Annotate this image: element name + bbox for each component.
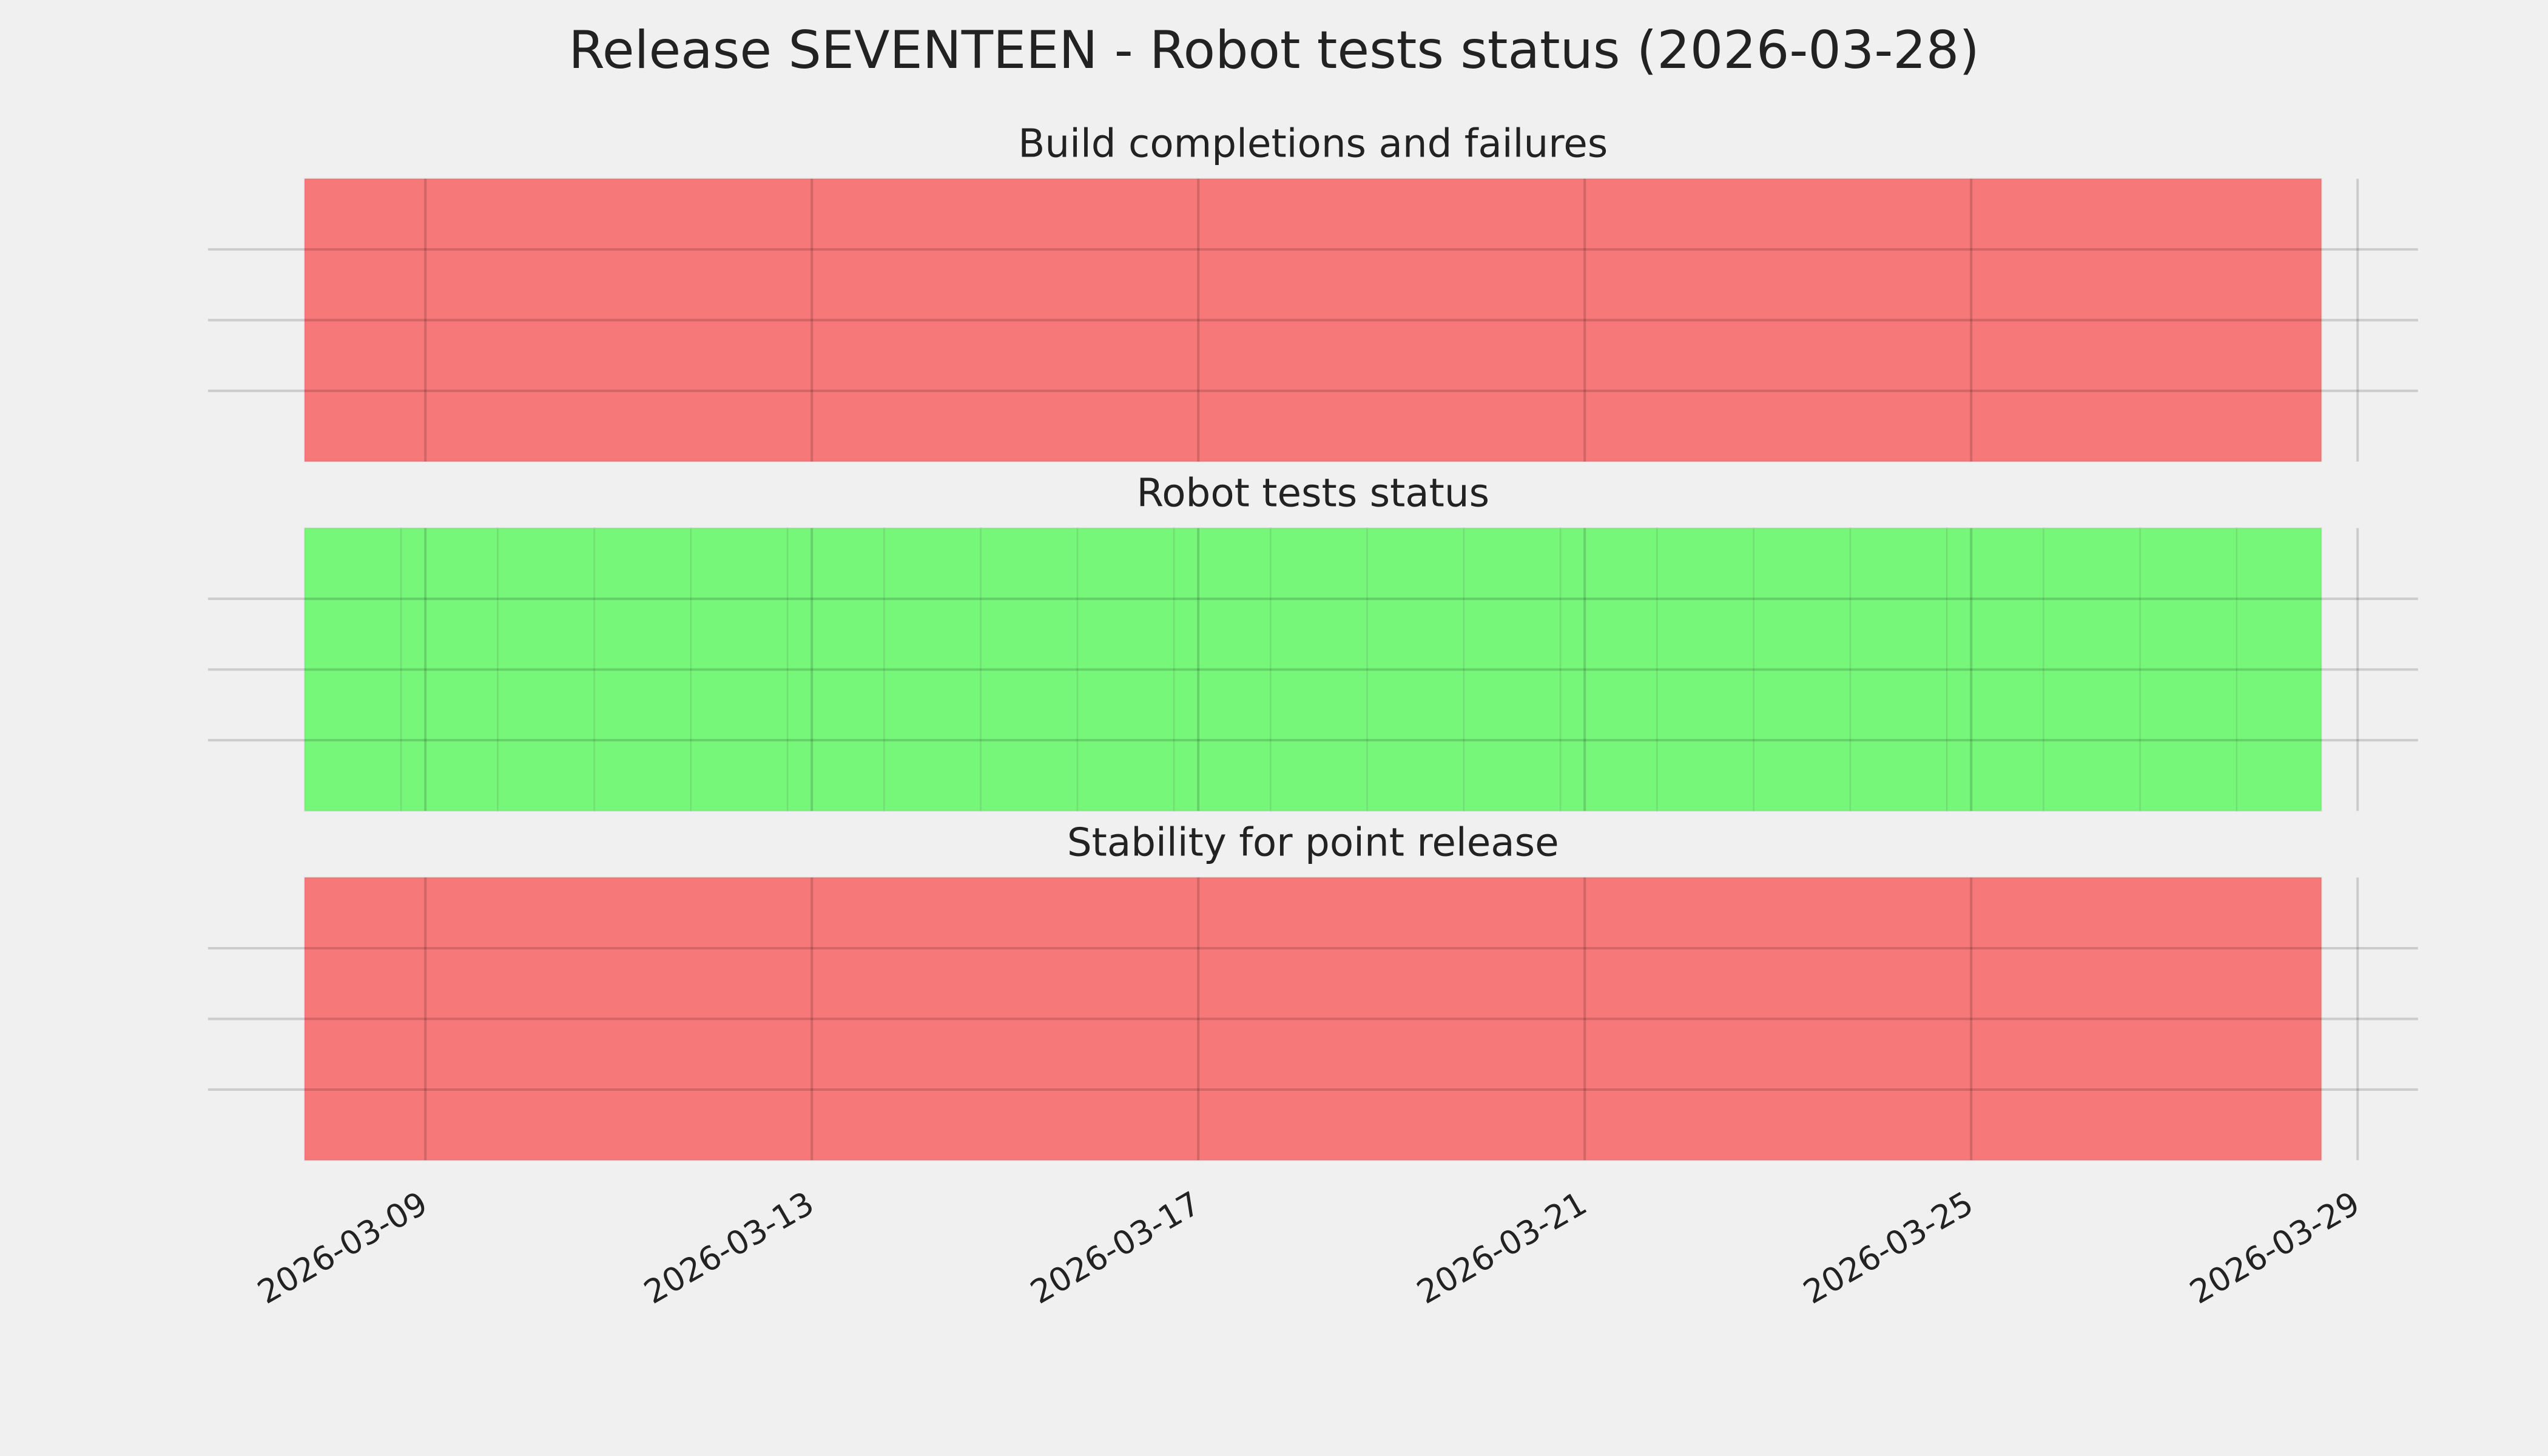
subplot-title: Stability for point release [1067, 820, 1559, 865]
status-span [593, 527, 692, 812]
x-tick-label: 2026-03-29 [2183, 1184, 2366, 1312]
status-span [1849, 527, 1948, 812]
status-span [2139, 527, 2238, 812]
status-span [787, 527, 885, 812]
status-span [883, 527, 982, 812]
status-span [303, 178, 2322, 463]
status-span [1946, 527, 2044, 812]
status-span [2236, 527, 2322, 812]
status-span [1076, 527, 1175, 812]
status-span [1753, 527, 1852, 812]
status-span [690, 527, 789, 812]
subplot-title: Build completions and failures [1018, 121, 1608, 167]
figure-title: Release SEVENTEEN - Robot tests status (… [568, 20, 1980, 81]
status-span [400, 527, 499, 812]
status-span [497, 527, 596, 812]
subplot-title: Robot tests status [1136, 471, 1489, 516]
status-span [1173, 527, 1272, 812]
x-tick-label: 2026-03-21 [1410, 1184, 1593, 1312]
x-tick-label: 2026-03-17 [1024, 1184, 1207, 1312]
status-span [1560, 527, 1658, 812]
status-span [1366, 527, 1465, 812]
status-span [303, 877, 2322, 1161]
status-span [1463, 527, 1562, 812]
x-tick-label: 2026-03-13 [638, 1184, 820, 1312]
status-span [1656, 527, 1755, 812]
x-tick-label: 2026-03-25 [1797, 1184, 1980, 1312]
status-span [980, 527, 1079, 812]
x-tick-label: 2026-03-09 [251, 1184, 434, 1312]
status-span [303, 527, 402, 812]
